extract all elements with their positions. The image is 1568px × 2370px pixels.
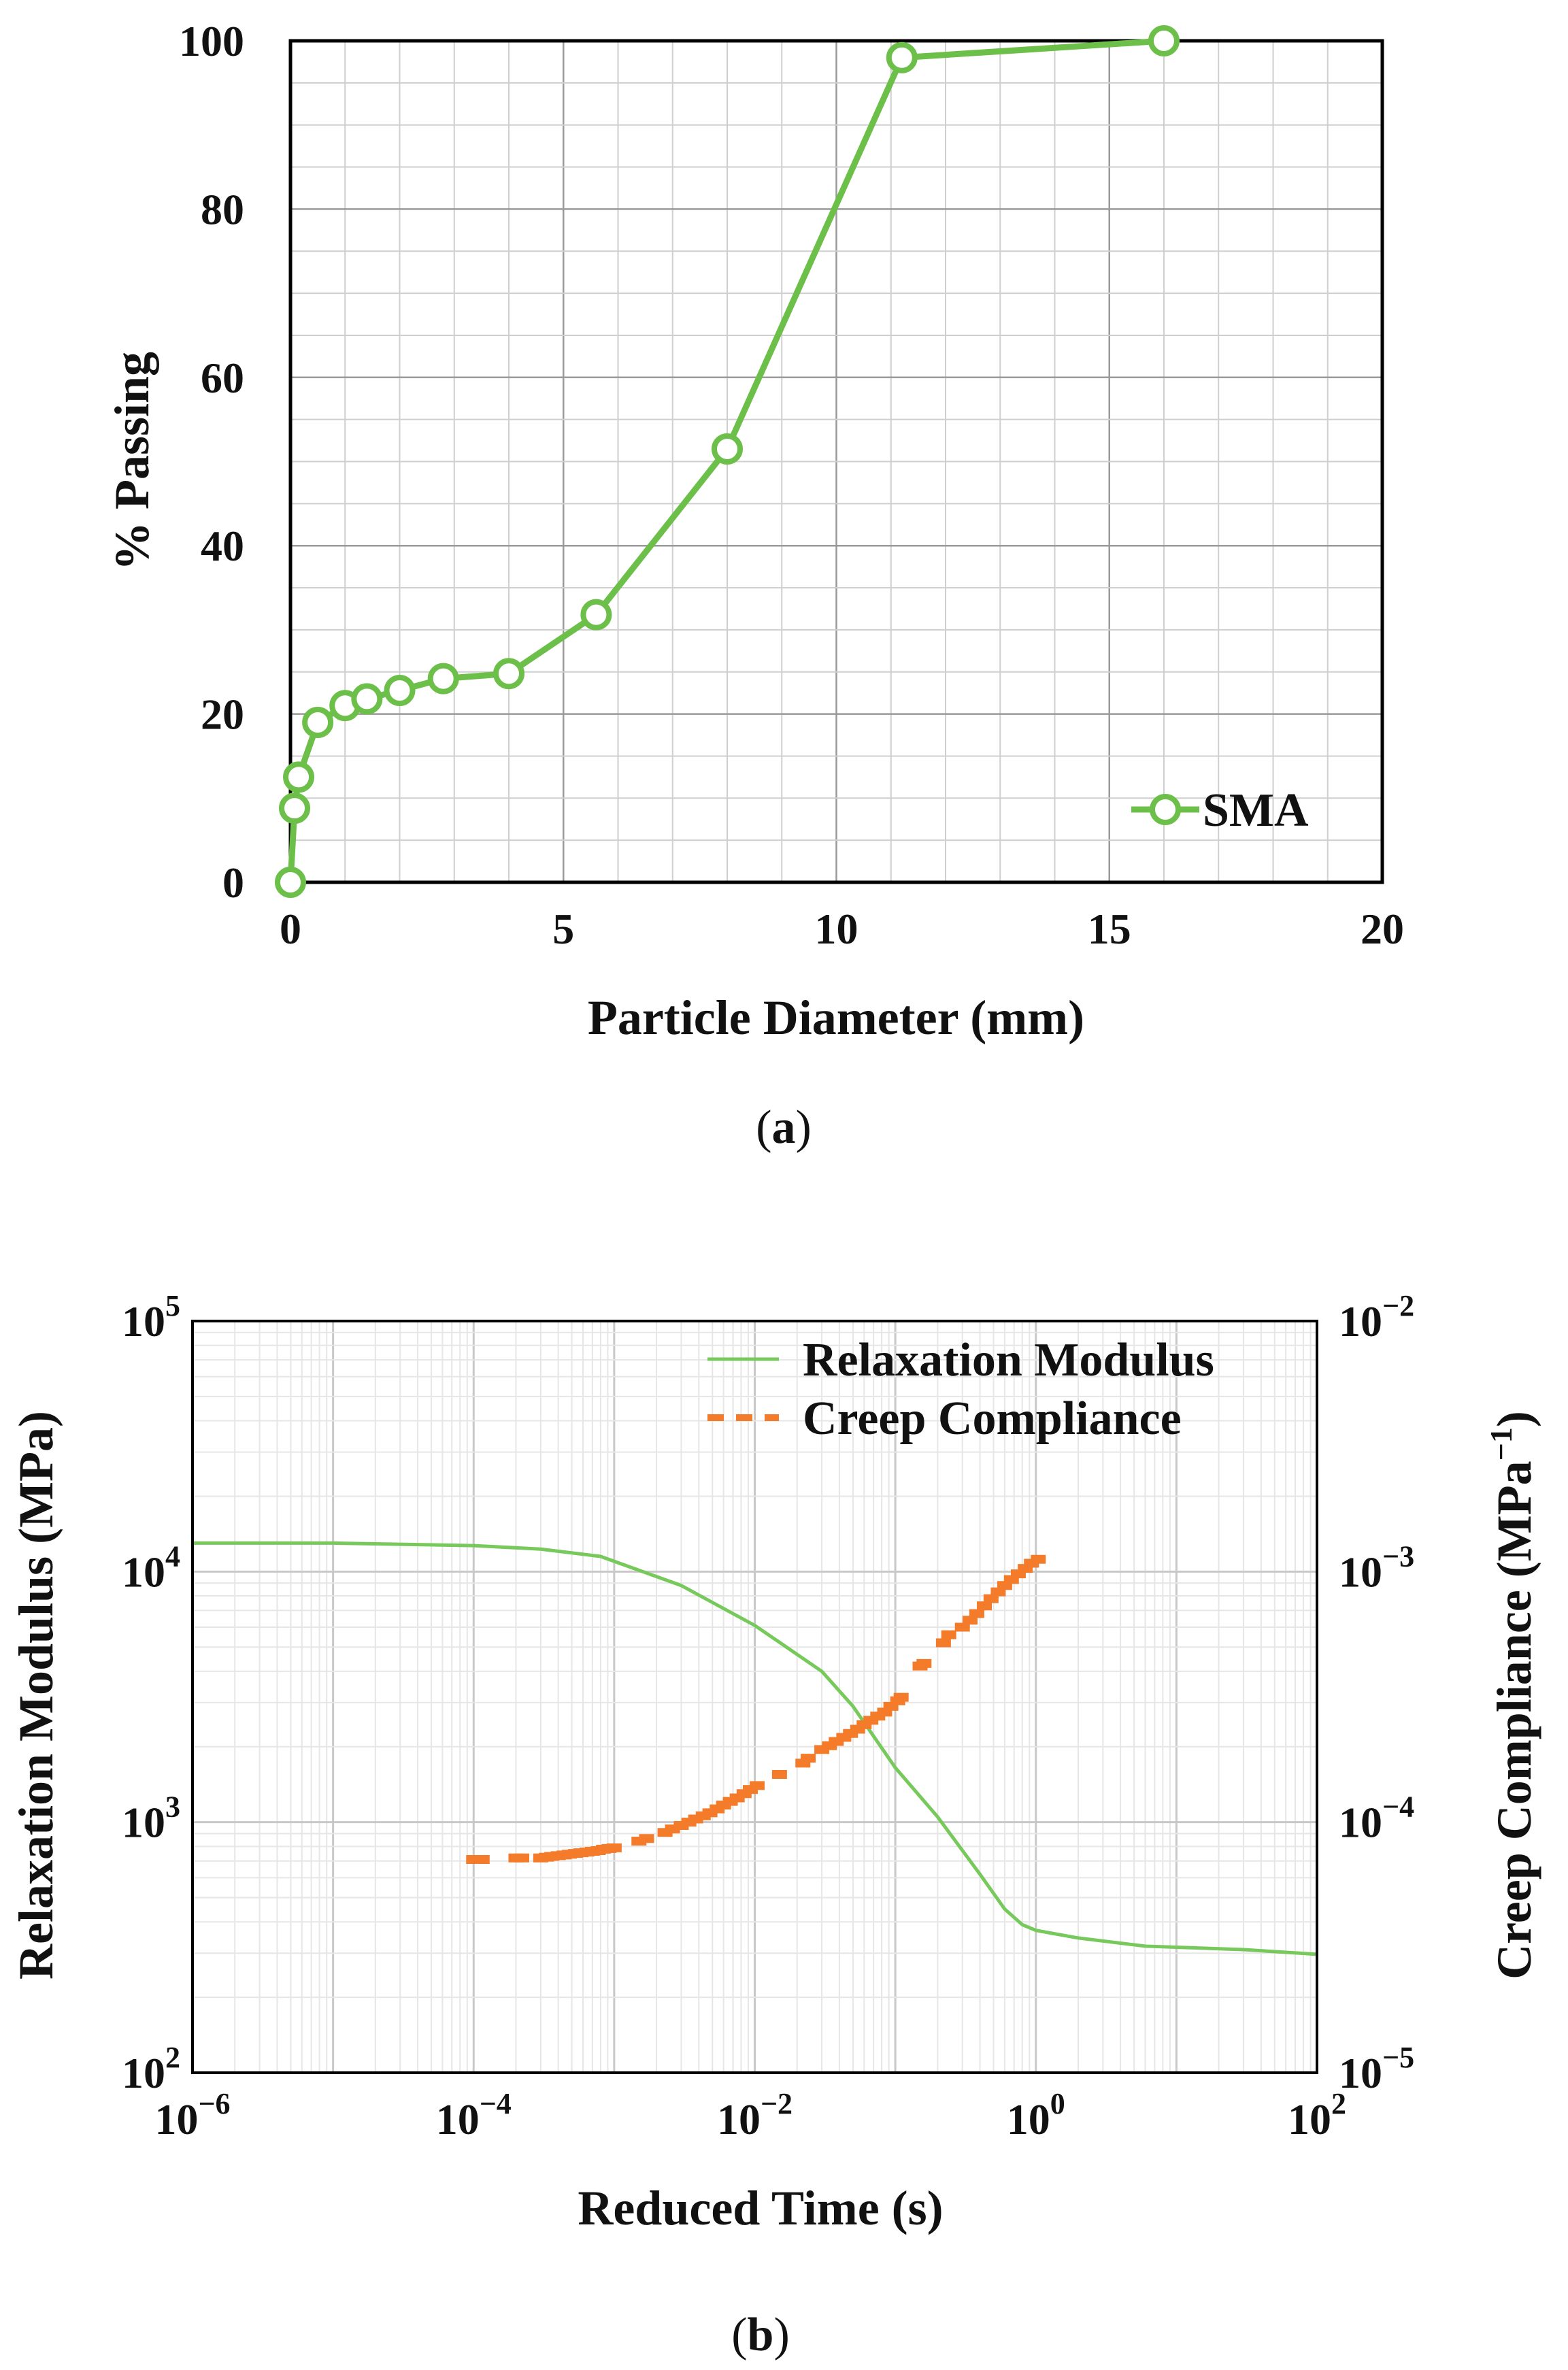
- x-tick-label: 102: [1288, 2087, 1346, 2143]
- y-tick-label: 40: [201, 522, 244, 570]
- data-point-sma: [580, 599, 612, 631]
- panel-b-legend: Relaxation Modulus Creep Compliance: [707, 1334, 1214, 1445]
- series-line-relaxation-modulus: [193, 1541, 1318, 1956]
- panel-a-y-tick-labels: 0 20 40 60 80 100: [179, 17, 244, 907]
- x-tick-label: 0: [280, 905, 301, 953]
- x-tick-label: 20: [1361, 905, 1404, 953]
- data-point-sma: [279, 792, 311, 824]
- legend-label-relaxation-modulus: Relaxation Modulus: [803, 1334, 1214, 1386]
- panel-a-series: [275, 25, 1180, 898]
- panel-b-x-axis-title: Reduced Time (s): [578, 2181, 943, 2235]
- data-point-sma: [886, 41, 918, 73]
- y-tick-label: 0: [222, 858, 244, 907]
- data-point-sma: [302, 706, 334, 738]
- right-y-tick-label: 10−3: [1339, 1539, 1414, 1596]
- data-point-sma: [712, 433, 743, 465]
- panel-b-right-y-tick-labels: 10−5 10−4 10−3 10−2: [1339, 1289, 1414, 2097]
- panel-b-x-tick-labels: 10−6 10−4 10−2 100 102: [154, 2087, 1346, 2143]
- y-tick-label: 100: [179, 17, 244, 65]
- y-tick-label: 60: [201, 354, 244, 402]
- panel-a-x-tick-labels: 0 5 10 15 20: [280, 905, 1404, 953]
- panel-a-grain-size-chart: 0 5 10 15 20 0 20 40 60 80 100 SMA Particle Diame…: [105, 17, 1404, 1154]
- panel-a-y-axis-title: % Passing: [105, 352, 159, 571]
- panel-a-plot-frame: [288, 39, 1384, 884]
- panel-b-plot-frame: [191, 1320, 1318, 2074]
- y-tick-label: 80: [201, 185, 244, 233]
- legend-marker-sma: [1150, 794, 1181, 825]
- right-y-tick-label: 10−4: [1339, 1790, 1414, 1847]
- right-y-tick-label: 10−2: [1339, 1289, 1414, 1346]
- data-point-sma: [283, 761, 315, 793]
- panel-a-grid: [290, 41, 1382, 882]
- panel-b-left-y-tick-labels: 102 103 104 105: [122, 1289, 180, 2097]
- data-point-sma: [427, 663, 459, 695]
- left-y-tick-label: 102: [122, 2041, 180, 2097]
- legend-label-sma: SMA: [1203, 784, 1309, 837]
- panel-b-right-y-axis-title: Creep Compliance (MPa−1): [1484, 1411, 1541, 1980]
- x-tick-label: 5: [552, 905, 574, 953]
- panel-a-x-axis-title: Particle Diameter (mm): [588, 990, 1084, 1045]
- left-y-tick-label: 105: [122, 1289, 180, 1346]
- x-tick-label: 10: [815, 905, 858, 953]
- panel-a-legend: SMA: [1131, 784, 1309, 837]
- left-y-tick-label: 103: [122, 1790, 180, 1847]
- data-point-sma: [1148, 25, 1180, 56]
- panel-b-relaxation-creep-chart: 10−6 10−4 10−2 100 102 102 103 104 105 10−5 10−4…: [9, 1289, 1541, 2361]
- legend-label-creep-compliance: Creep Compliance: [803, 1392, 1182, 1445]
- x-tick-label: 10−4: [436, 2087, 512, 2143]
- x-tick-label: 10−2: [717, 2087, 793, 2143]
- panel-b-caption: (b): [731, 2309, 790, 2361]
- data-point-sma: [493, 658, 524, 690]
- x-tick-label: 10−6: [154, 2087, 230, 2143]
- data-point-sma: [275, 867, 306, 898]
- left-y-tick-label: 104: [122, 1539, 180, 1596]
- panel-b-left-y-axis-title: Relaxation Modulus (MPa): [9, 1411, 63, 1980]
- panel-b-series: [193, 1541, 1318, 1956]
- panel-a-caption: (a): [756, 1101, 812, 1154]
- data-point-sma: [384, 674, 416, 706]
- x-tick-label: 15: [1088, 905, 1131, 953]
- x-tick-label: 100: [1007, 2087, 1065, 2143]
- y-tick-label: 20: [201, 690, 244, 739]
- data-point-sma: [351, 683, 383, 715]
- right-y-tick-label: 10−5: [1339, 2041, 1414, 2097]
